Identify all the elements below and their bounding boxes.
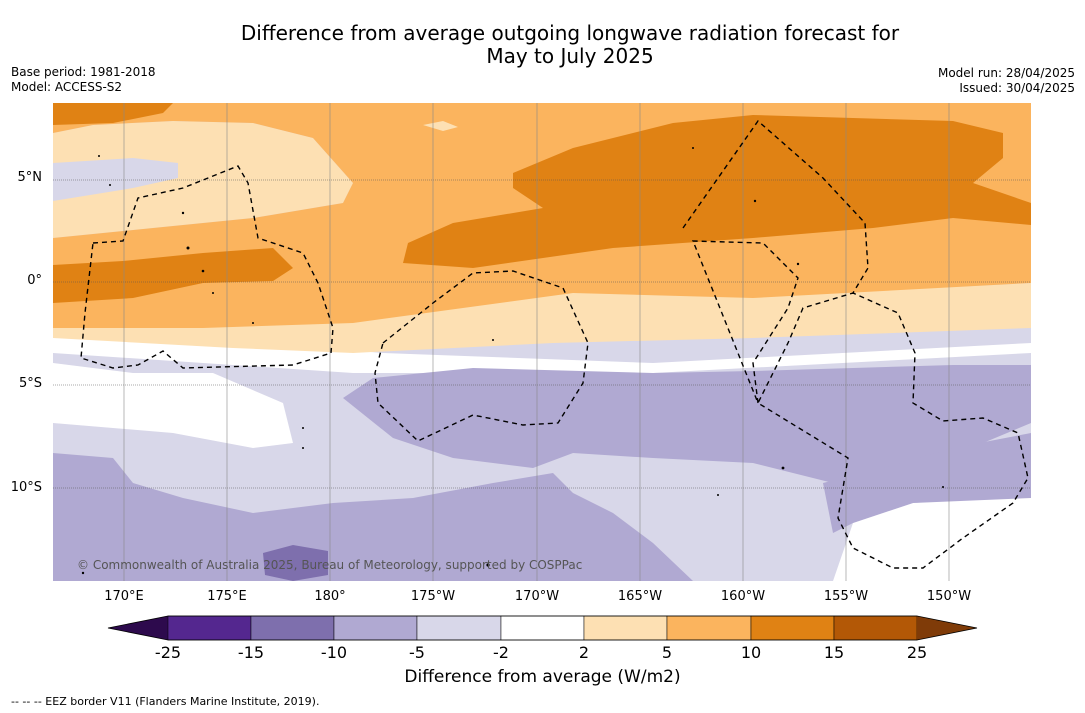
run-info: Model run: 28/04/2025 Issued: 30/04/2025 — [938, 66, 1075, 96]
colorbar-tick: 2 — [578, 643, 590, 662]
map-title: Difference from average outgoing longwav… — [0, 22, 1085, 68]
lon-label-160w: 160°W — [720, 589, 766, 604]
negative-10-15-patch — [263, 545, 328, 581]
colorbar-tick: -15 — [237, 643, 265, 662]
colorbar-outline — [107, 615, 978, 641]
positive-10-15-west — [53, 248, 293, 303]
colorbar-bin-neg5-neg2 — [416, 615, 502, 641]
negative-5-10-southeast — [823, 433, 1031, 533]
colorbar-title: Difference from average (W/m2) — [404, 667, 681, 687]
lon-label-175w: 175°W — [410, 589, 456, 604]
model-run: Model run: 28/04/2025 — [937, 66, 1075, 80]
negative-5-10-south — [53, 453, 693, 581]
colorbar-tick: 5 — [661, 643, 673, 662]
lat-label-5s: 5°S — [18, 376, 42, 391]
base-period: Base period: 1981-2018 — [11, 65, 156, 79]
colorbar-tick: 10 — [740, 643, 762, 662]
colorbar-tick: 25 — [906, 643, 928, 662]
lon-label-165w: 165°W — [617, 589, 663, 604]
colorbar-bin-15-25 — [833, 615, 918, 641]
lat-label-5n: 5°N — [17, 170, 43, 185]
positive-10-15-northwest — [53, 103, 173, 125]
colorbar-bin-neg15-neg10 — [250, 615, 335, 641]
lon-label-180: 180° — [314, 589, 346, 604]
positive-10-15-east — [403, 115, 1031, 268]
colorbar-tick: -5 — [409, 643, 425, 662]
colorbar-tick: -2 — [493, 643, 509, 662]
colorbar-bin-2-5 — [583, 615, 668, 641]
lat-label-10s: 10°S — [10, 480, 42, 495]
olr-anomaly-map — [53, 103, 1031, 581]
neutral-region-southeast — [833, 493, 1031, 581]
colorbar-bin-neg25-neg15 — [167, 615, 252, 641]
model-name: Model: ACCESS-S2 — [11, 80, 123, 94]
colorbar-tick: 15 — [823, 643, 845, 662]
lon-label-155w: 155°W — [823, 589, 869, 604]
colorbar-tick: -25 — [154, 643, 182, 662]
lon-label-175e: 175°E — [207, 589, 247, 604]
lon-label-150w: 150°W — [926, 589, 972, 604]
gridlines — [53, 179, 1031, 489]
positive-2-5-patch — [423, 121, 458, 131]
colorbar — [107, 615, 978, 641]
copyright-notice: © Commonwealth of Australia 2025, Bureau… — [77, 558, 583, 572]
colorbar-bin-neg2-2 — [500, 615, 585, 641]
colorbar-max-extension — [917, 616, 977, 640]
eez-footnote: -- -- -- EEZ border V11 (Flanders Marine… — [11, 695, 320, 708]
colorbar-bin-neg10-neg5 — [333, 615, 418, 641]
eez-borders — [80, 119, 1029, 569]
issued-date: Issued: 30/04/2025 — [959, 81, 1075, 95]
meridians — [123, 103, 950, 581]
title-line-1: Difference from average outgoing longwav… — [240, 21, 900, 45]
islands — [81, 147, 944, 575]
colorbar-tick: -10 — [320, 643, 348, 662]
model-info: Base period: 1981-2018 Model: ACCESS-S2 — [11, 65, 156, 95]
lon-label-170w: 170°W — [514, 589, 560, 604]
title-line-2: May to July 2025 — [486, 44, 654, 68]
neutral-region-southwest — [53, 363, 293, 448]
colorbar-bin-5-10 — [666, 615, 752, 641]
negative-2-5-band — [53, 158, 178, 201]
colorbar-min-extension — [108, 616, 168, 640]
negative-5-10-region — [343, 365, 1031, 483]
lon-label-170e: 170°E — [104, 589, 144, 604]
colorbar-bin-10-15 — [750, 615, 835, 641]
lat-label-0: 0° — [27, 273, 42, 288]
